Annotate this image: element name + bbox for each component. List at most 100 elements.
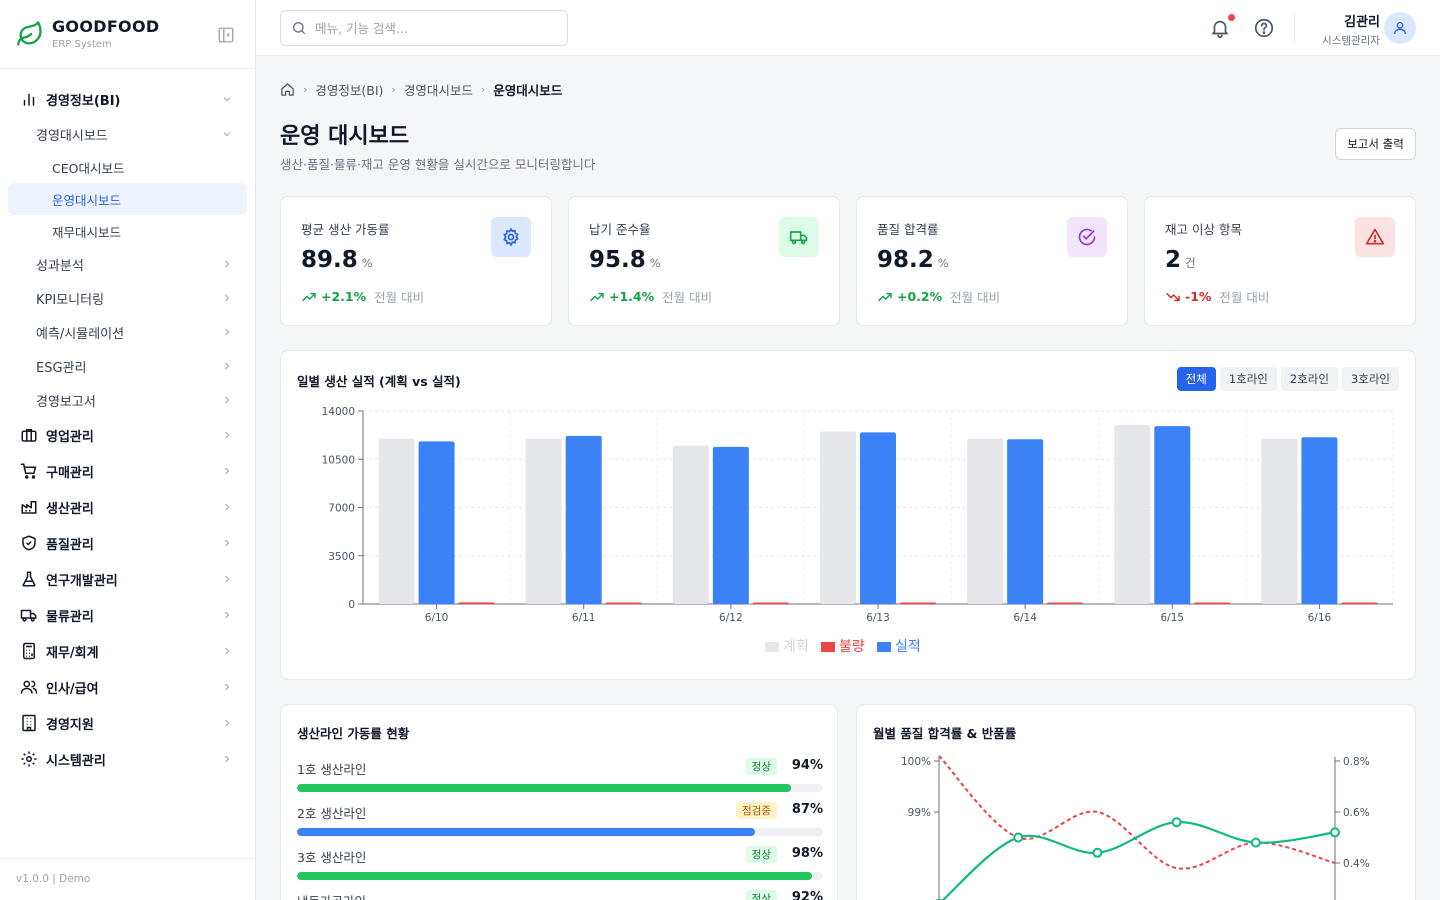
legend-swatch [765, 642, 779, 652]
search-input[interactable] [315, 20, 545, 36]
x-tick-label: 6/13 [866, 612, 890, 624]
card-title: 월별 품질 합격률 & 반품률 [873, 726, 1017, 741]
series-line-합격률 [941, 821, 1336, 900]
print-report-button[interactable]: 보고서 출력 [1335, 128, 1416, 160]
breadcrumb-separator: › [480, 83, 486, 96]
progress-track [297, 872, 823, 880]
kpi-label: 품질 합격률 [877, 222, 939, 237]
home-icon[interactable] [280, 82, 295, 97]
chevron-right-icon [225, 362, 230, 370]
sidebar-item-hr[interactable]: 인사/급여 [0, 669, 255, 705]
y-tick-label: 0.6% [1343, 807, 1370, 819]
x-tick-label: 6/11 [572, 612, 596, 624]
sidebar-item-rnd[interactable]: 연구개발관리 [0, 561, 255, 597]
progress-fill [297, 784, 792, 792]
notification-dot [1228, 14, 1235, 21]
chevron-right-icon [225, 575, 230, 583]
sidebar-item-system[interactable]: 시스템관리 [0, 741, 255, 777]
chevron-right-icon [225, 755, 230, 763]
alert-triangle-icon [1355, 217, 1395, 257]
sidebar-item-ceo-dashboard[interactable]: CEO대시보드 [52, 160, 125, 176]
users-icon [20, 680, 38, 694]
gear-icon [491, 217, 531, 257]
sidebar-item-label: ESG관리 [36, 360, 87, 376]
sidebar-item-support[interactable]: 경영지원 [0, 705, 255, 741]
y-tick-label: 99% [908, 807, 931, 819]
sidebar-collapse-icon[interactable] [217, 26, 235, 44]
status-badge: 정상 [745, 890, 777, 900]
sidebar-item-label: 경영정보(BI) [46, 93, 121, 109]
sidebar-item-performance[interactable]: 성과분석 [0, 247, 255, 281]
sidebar-item-ops-dashboard[interactable]: 운영대시보드 [8, 183, 247, 215]
kpi-trend: +1.4% 전월 대비 [589, 287, 712, 306]
kpi-card-production-rate: 평균 생산 가동률 89.8% +2.1% 전월 대비 [280, 196, 552, 326]
flask-icon [22, 571, 36, 587]
sidebar-item-finance[interactable]: 재무/회계 [0, 633, 255, 669]
progress-fill [297, 828, 755, 836]
bar-실적 [1301, 437, 1338, 604]
kpi-trend: +0.2% 전월 대비 [877, 287, 1000, 306]
sidebar: GOODFOOD ERP System 경영정보(BI) 경영대시보드 CEO대… [0, 0, 256, 900]
user-name: 김관리 [1344, 15, 1380, 30]
sidebar-item-label: 생산관리 [46, 501, 94, 517]
trend-up-icon [302, 292, 316, 301]
sidebar-item-esg[interactable]: ESG관리 [0, 349, 255, 383]
filter-all-button[interactable]: 전체 [1176, 367, 1216, 391]
filter-line1-button[interactable]: 1호라인 [1219, 367, 1277, 391]
data-point [1013, 832, 1024, 843]
leaf-logo-icon [17, 21, 42, 46]
sidebar-item-quality[interactable]: 품질관리 [0, 525, 255, 561]
sidebar-item-dashboards[interactable]: 경영대시보드 [0, 117, 255, 151]
legend-label: 계획 [783, 639, 809, 655]
sidebar-item-reports[interactable]: 경영보고서 [0, 383, 255, 417]
chevron-right-icon [225, 611, 230, 619]
breadcrumb-separator: › [391, 83, 396, 96]
sidebar-item-production[interactable]: 생산관리 [0, 489, 255, 525]
filter-line2-button[interactable]: 2호라인 [1280, 367, 1338, 391]
gear-icon [21, 751, 37, 767]
quality-chart-card: 월별 품질 합격률 & 반품률 97%99%100%0.2%0.4%0.6%0.… [856, 704, 1416, 900]
sidebar-item-purchase[interactable]: 구매관리 [0, 453, 255, 489]
data-point [1171, 817, 1182, 828]
sidebar-item-label: KPI모니터링 [36, 292, 105, 308]
x-tick-label: 6/15 [1160, 612, 1184, 624]
line-percent: 87% [791, 802, 823, 817]
kpi-value: 98.2% [877, 247, 949, 273]
legend-label: 불량 [839, 639, 865, 655]
x-tick-label: 6/14 [1013, 612, 1037, 624]
chevron-right-icon [225, 647, 230, 655]
trend-up-icon [590, 292, 604, 301]
factory-icon [21, 501, 37, 514]
topbar-divider [1294, 14, 1295, 42]
breadcrumb-item[interactable]: 경영정보(BI) [315, 83, 384, 98]
brand-name: GOODFOOD [52, 17, 160, 36]
bar-실적 [860, 432, 896, 604]
sidebar-item-label: 물류관리 [46, 609, 94, 625]
avatar[interactable] [1384, 12, 1416, 44]
bar-계획 [967, 438, 1004, 604]
breadcrumb-item[interactable]: 경영대시보드 [403, 83, 473, 98]
chevron-right-icon [225, 431, 230, 439]
sidebar-item-bi[interactable]: 경영정보(BI) [0, 81, 255, 117]
status-badge: 정상 [745, 758, 777, 775]
sidebar-item-kpi[interactable]: KPI모니터링 [0, 281, 255, 315]
line-name: 2호 생산라인 [297, 806, 367, 821]
y-tick-label: 100% [901, 756, 931, 768]
bell-icon[interactable] [1209, 17, 1231, 39]
filter-line3-button[interactable]: 3호라인 [1341, 367, 1399, 391]
kpi-label: 납기 준수율 [589, 222, 651, 237]
user-info[interactable]: 김관리 시스템관리자 [1322, 11, 1380, 48]
line-status-row: 3호 생산라인 정상 98% [297, 846, 823, 880]
bar-불량 [900, 602, 936, 604]
sidebar-item-sales[interactable]: 영업관리 [0, 417, 255, 453]
sidebar-nav: 경영정보(BI) 경영대시보드 CEO대시보드 운영대시보드 재무대시보드 성과… [0, 69, 255, 777]
sidebar-item-finance-dashboard[interactable]: 재무대시보드 [52, 224, 122, 240]
sidebar-item-logistics[interactable]: 물류관리 [0, 597, 255, 633]
help-icon[interactable] [1253, 17, 1275, 39]
breadcrumb: › 경영정보(BI) › 경영대시보드 › 운영대시보드 [280, 80, 562, 99]
sidebar-item-forecast[interactable]: 예측/시뮬레이션 [0, 315, 255, 349]
legend-swatch [821, 642, 835, 652]
chart-title: 일별 생산 실적 (계획 vs 실적) [297, 374, 461, 389]
search-icon [293, 22, 305, 34]
